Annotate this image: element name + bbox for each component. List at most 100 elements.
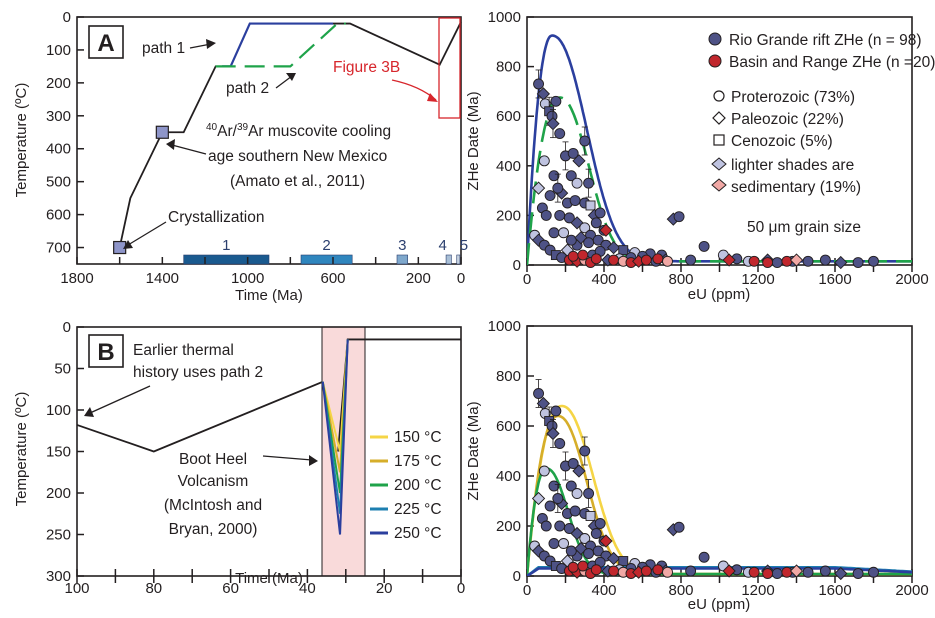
legend-prot: Proterozoic (73%): [731, 89, 855, 106]
r-ytick-label: 1000: [488, 9, 521, 26]
data-point: [662, 255, 673, 267]
panel-br-ylabel: ZHe Date (Ma): [465, 401, 482, 500]
data-point: [652, 253, 664, 265]
age-bar-label: 4: [439, 237, 447, 254]
panel-a-label: A: [97, 30, 114, 57]
data-point: [554, 209, 566, 221]
data-point: [565, 234, 577, 246]
data-point: [548, 480, 560, 492]
path2-arrow: [275, 75, 293, 89]
figure-3b-arrowhead: [427, 93, 438, 102]
data-point: [558, 227, 570, 239]
path2-line: [215, 22, 346, 68]
data-point: [577, 249, 589, 261]
path-late-line: [333, 21, 462, 66]
data-point: [550, 95, 562, 107]
data-point: [533, 388, 544, 399]
data-point: [618, 556, 629, 566]
data-point: [599, 534, 613, 548]
panel-a-frame: [76, 16, 462, 265]
data-point: [606, 551, 621, 566]
data-point: [569, 505, 581, 517]
data-point: [789, 564, 804, 578]
data-point: [819, 565, 831, 577]
data-point: [546, 117, 560, 131]
data-point: [748, 566, 760, 578]
data-point: [608, 565, 620, 577]
data-point: [673, 211, 685, 223]
a-ytick-label: 0: [63, 9, 71, 26]
path2-label: path 2: [226, 80, 269, 97]
a-ytick-label: 400: [46, 141, 71, 158]
data-point: [819, 254, 831, 266]
panel-tr-ylabel: ZHe Date (Ma): [465, 91, 482, 190]
data-point: [606, 241, 621, 255]
volcanism-line4: Bryan, 2000): [169, 521, 258, 538]
data-point: [565, 545, 577, 557]
a-ytick-label: 500: [46, 174, 71, 191]
a-ytick-label: 300: [46, 108, 71, 125]
earlier-arrowhead: [84, 407, 94, 417]
earlier-line2: history uses path 2: [133, 364, 263, 381]
data-point: [618, 245, 629, 256]
age-bar-label: 3: [398, 237, 406, 254]
data-point: [567, 250, 579, 262]
data-point: [802, 566, 814, 578]
data-point: [554, 438, 566, 449]
a-xtick-label: 1800: [60, 270, 93, 287]
data-point: [802, 255, 814, 267]
panel-b-label: B: [97, 339, 114, 366]
b-ytick-label: 300: [46, 568, 71, 585]
data-point: [540, 520, 552, 532]
data-point: [552, 182, 564, 194]
data-point: [579, 222, 591, 234]
a-xtick-label: 1400: [146, 270, 179, 287]
data-point: [554, 520, 566, 532]
b-legend-label: 175 °C: [394, 453, 442, 470]
data-point: [722, 253, 736, 267]
r-xtick-label: 1600: [818, 271, 851, 288]
data-point: [608, 254, 620, 266]
data-point: [567, 561, 579, 573]
data-point: [852, 257, 864, 268]
b-ytick-label: 200: [46, 485, 71, 502]
b-xtick-label: 40: [299, 580, 316, 597]
r-ytick-label: 600: [496, 418, 521, 435]
earlier-arrow: [89, 385, 151, 414]
path2-arrowhead: [286, 73, 296, 81]
data-point: [544, 500, 556, 512]
b-base-line: [76, 380, 324, 453]
ar-annotation-line2: age southern New Mexico: [208, 148, 387, 165]
r-xtick-label: 0: [523, 271, 531, 288]
data-point: [552, 493, 564, 504]
legend-rio: Rio Grande rift ZHe (n = 98): [729, 32, 922, 49]
legend-basin-symbol: [708, 54, 722, 68]
legend-cen: Cenozoic (5%): [731, 133, 833, 150]
panel-bottom-right: 0 400 800 1200 1600 2000 0 200 400 600 800 1000 eU …: [465, 318, 929, 613]
data-point: [781, 255, 793, 267]
data-point: [567, 458, 579, 469]
data-point: [585, 511, 596, 521]
r-xtick-label: 1200: [741, 271, 774, 288]
data-point: [540, 209, 552, 221]
a-xtick-label: 200: [406, 270, 431, 287]
data-point: [531, 181, 546, 195]
data-point: [538, 465, 550, 477]
r-xtick-label: 1200: [741, 582, 774, 599]
b-xtick-label: 0: [457, 580, 465, 597]
legend-rio-symbol: [708, 32, 722, 46]
b-legend-label: 200 °C: [394, 477, 442, 494]
data-point: [685, 565, 697, 577]
data-point: [572, 464, 586, 478]
age-bar-3: [396, 254, 408, 265]
r-xtick-label: 400: [591, 271, 616, 288]
data-point: [662, 566, 673, 578]
data-point: [599, 223, 613, 237]
r-ytick-label: 0: [513, 568, 521, 585]
data-point: [762, 257, 774, 268]
age-bar-label: 5: [460, 237, 468, 254]
r-ytick-label: 0: [513, 257, 521, 274]
data-point: [585, 200, 596, 211]
r-ytick-label: 800: [496, 368, 521, 385]
